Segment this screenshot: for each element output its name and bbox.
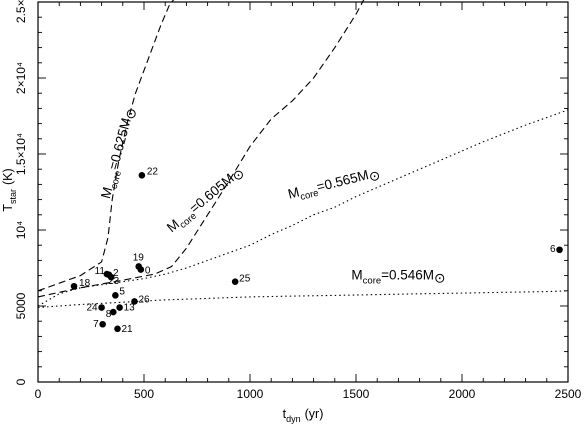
data-point-label: 13 <box>124 303 136 314</box>
data-point <box>98 304 105 311</box>
data-point-label: 6 <box>550 244 556 255</box>
x-tick-label: 1500 <box>343 387 370 401</box>
data-point <box>138 171 146 179</box>
x-axis-label-unit: (yr) <box>305 407 324 421</box>
data-point <box>99 320 106 328</box>
x-axis-label: tdyn (yr) <box>283 407 324 424</box>
track-label-sun: ⊙ <box>122 106 139 121</box>
track-label-sub: core <box>299 188 320 203</box>
evolutionary-tracks: Mcore=0.625M⊙Mcore=0.605M⊙Mcore=0.565M⊙M… <box>37 0 569 309</box>
y-tick-label: 2×10⁴ <box>14 62 28 94</box>
x-tick-label: 0 <box>35 387 42 401</box>
x-tick-label: 2500 <box>555 387 582 401</box>
data-point-label: 8 <box>106 309 112 320</box>
axis-ticks: 0 500 1000 1500 2000 2500 0 5000 10⁴ 1.5×10⁴ 2×10⁴… <box>14 0 582 401</box>
data-point-label: 23 <box>108 276 120 287</box>
track-line <box>37 0 175 292</box>
track-label: Mcore=0.546M⊙ <box>351 267 445 286</box>
track-label: Mcore=0.565M⊙ <box>286 164 382 205</box>
y-tick-label: 0 <box>14 378 28 385</box>
data-point-label: 21 <box>122 324 134 335</box>
track-line <box>37 290 569 309</box>
track-label-sun: ⊙ <box>434 270 445 285</box>
data-point-label: 5 <box>119 286 125 297</box>
y-axis-label-unit: (K) <box>1 168 15 185</box>
track-label-value: =0.546M <box>381 267 434 282</box>
x-tick-label: 1000 <box>237 387 264 401</box>
data-point <box>107 273 115 281</box>
data-point-label: 7 <box>93 319 99 330</box>
y-tick-label: 5000 <box>14 292 28 319</box>
y-axis-label-main: T <box>1 204 15 212</box>
axis-labels: tdyn (yr) Tstar (K) <box>1 168 323 424</box>
data-point-label: 0 <box>145 266 151 277</box>
y-axis-label: Tstar (K) <box>1 168 18 211</box>
data-point-label: 18 <box>79 278 91 289</box>
data-point-label: 11 <box>95 266 106 277</box>
data-point <box>231 278 239 285</box>
x-axis-label-main: t <box>283 407 287 421</box>
data-point-label: 22 <box>147 166 159 177</box>
x-tick-label: 2000 <box>449 387 476 401</box>
data-point <box>109 308 117 316</box>
y-axis-label-sub: star <box>8 189 18 204</box>
track-label: Mcore=0.625M⊙ <box>98 106 141 202</box>
track-label-main: M <box>98 185 115 200</box>
data-point <box>556 246 563 254</box>
track-label-main: M <box>351 267 362 282</box>
data-points: 0 25 6 78 11 13 18 19 21 22 23 24 25 26 <box>70 166 563 335</box>
data-point <box>70 282 78 290</box>
track-label-sub: core <box>109 170 124 191</box>
y-tick-label: 10⁴ <box>14 221 28 240</box>
data-point-label: 24 <box>86 303 98 314</box>
track-label-value: =0.565M <box>315 167 370 194</box>
track-label-sun: ⊙ <box>367 167 382 184</box>
track-label-sub: core <box>363 275 381 286</box>
track-line <box>37 0 365 298</box>
track-label-main: M <box>286 184 301 201</box>
data-point <box>112 292 119 299</box>
x-axis-label-sub: dyn <box>286 414 301 424</box>
data-point <box>116 304 123 311</box>
data-point <box>135 263 142 270</box>
data-point <box>131 298 138 305</box>
y-tick-label: 1.5×10⁴ <box>14 133 28 175</box>
data-point-label: 19 <box>133 252 145 263</box>
plot-frame <box>37 1 569 383</box>
y-tick-label: 2.5×10⁴ <box>14 0 28 23</box>
data-point-label: 25 <box>239 274 251 285</box>
data-point <box>114 325 121 333</box>
data-point-label: 26 <box>138 294 150 305</box>
track-label-value: =0.625M <box>106 116 134 171</box>
x-tick-label: 500 <box>134 387 154 401</box>
track-label-value: =0.605M <box>187 171 237 217</box>
track-label: Mcore=0.605M⊙ <box>164 163 248 238</box>
data-point-label: 2 <box>113 268 119 279</box>
